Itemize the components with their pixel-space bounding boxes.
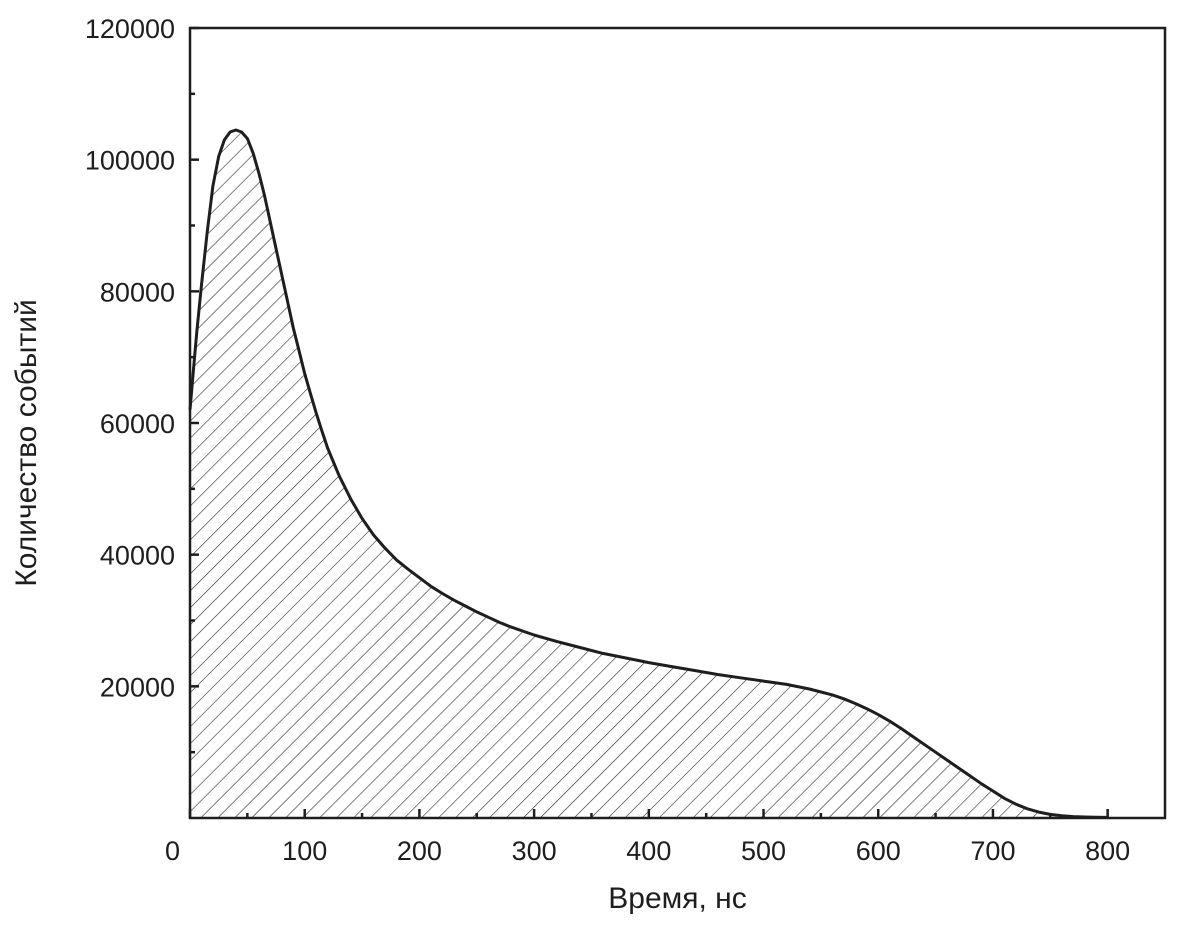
x-tick-label: 400 <box>626 836 671 866</box>
area-fill <box>190 130 1108 818</box>
x-tick-label: 0 <box>165 836 180 866</box>
x-axis-ticks: 0 100 200 300 400 500 600 700 800 <box>165 809 1130 866</box>
x-tick-label: 200 <box>397 836 442 866</box>
series-line <box>188 128 1108 819</box>
x-tick-label: 100 <box>282 836 327 866</box>
x-tick-label: 800 <box>1085 836 1130 866</box>
x-axis-title: Время, нс <box>608 882 747 915</box>
y-axis-ticks: 20000 40000 60000 80000 100000 120000 <box>85 14 199 754</box>
x-tick-label: 600 <box>856 836 901 866</box>
y-tick-label: 40000 <box>100 541 175 571</box>
y-axis-title: Количество событий <box>10 299 43 586</box>
y-tick-label: 100000 <box>85 146 175 176</box>
y-tick-label: 80000 <box>100 277 175 307</box>
x-tick-label: 700 <box>970 836 1015 866</box>
y-tick-label: 60000 <box>100 409 175 439</box>
x-tick-label: 300 <box>512 836 557 866</box>
y-tick-label: 120000 <box>85 14 175 44</box>
y-tick-label: 20000 <box>100 672 175 702</box>
x-tick-label: 500 <box>741 836 786 866</box>
